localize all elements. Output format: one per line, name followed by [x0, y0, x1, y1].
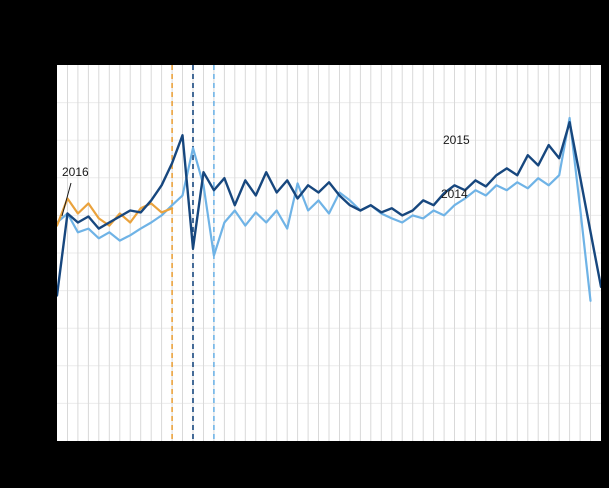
plot-svg [57, 65, 601, 441]
plot-area: 2016 2015 2014 [57, 65, 601, 441]
series-label-2016: 2016 [62, 165, 89, 179]
series-label-2014: 2014 [441, 187, 468, 201]
series-label-2015: 2015 [443, 133, 470, 147]
